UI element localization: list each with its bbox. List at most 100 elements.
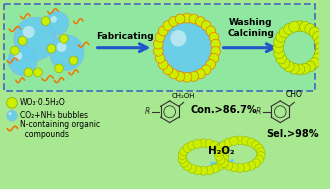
Circle shape — [279, 27, 290, 38]
Text: R: R — [145, 107, 150, 116]
Circle shape — [309, 27, 320, 38]
Circle shape — [50, 35, 84, 70]
Circle shape — [215, 144, 224, 153]
Circle shape — [155, 32, 165, 42]
Circle shape — [236, 136, 244, 145]
Circle shape — [218, 158, 227, 167]
Circle shape — [187, 141, 196, 150]
Circle shape — [196, 69, 205, 79]
Circle shape — [193, 139, 202, 148]
Circle shape — [183, 144, 192, 153]
FancyBboxPatch shape — [4, 4, 315, 91]
Circle shape — [279, 58, 290, 68]
Circle shape — [193, 166, 202, 175]
Circle shape — [255, 155, 263, 164]
Circle shape — [196, 17, 205, 26]
Circle shape — [205, 139, 214, 148]
Circle shape — [220, 155, 229, 163]
Circle shape — [182, 13, 192, 23]
Circle shape — [60, 34, 68, 43]
Circle shape — [300, 63, 310, 74]
Circle shape — [276, 31, 286, 42]
Circle shape — [247, 138, 256, 147]
Circle shape — [7, 110, 17, 121]
Text: CHO: CHO — [286, 90, 303, 99]
Circle shape — [216, 155, 225, 164]
Text: CO₂+NH₃ bubbles: CO₂+NH₃ bubbles — [20, 111, 88, 120]
Circle shape — [24, 68, 33, 77]
Circle shape — [183, 162, 192, 170]
Circle shape — [182, 72, 192, 82]
Circle shape — [178, 151, 187, 160]
Circle shape — [242, 163, 250, 172]
Text: H₂O₂: H₂O₂ — [208, 146, 235, 156]
Circle shape — [158, 18, 216, 77]
Circle shape — [211, 141, 219, 150]
Circle shape — [236, 163, 244, 172]
Circle shape — [18, 36, 27, 45]
Circle shape — [187, 164, 196, 173]
Circle shape — [314, 37, 325, 47]
Circle shape — [211, 46, 220, 56]
Circle shape — [289, 21, 299, 32]
Circle shape — [46, 11, 69, 35]
Circle shape — [305, 23, 315, 34]
Text: WO₃·0.5H₂O: WO₃·0.5H₂O — [20, 98, 65, 107]
Circle shape — [216, 144, 225, 153]
Circle shape — [201, 65, 211, 75]
Circle shape — [34, 68, 42, 77]
Circle shape — [55, 64, 63, 73]
Text: Sel.>98%: Sel.>98% — [266, 129, 318, 139]
Circle shape — [163, 65, 173, 75]
Circle shape — [178, 155, 187, 163]
Circle shape — [158, 26, 168, 36]
Text: N-containing organic
  compounds: N-containing organic compounds — [20, 120, 100, 139]
Circle shape — [294, 64, 305, 75]
Circle shape — [251, 141, 260, 149]
Circle shape — [175, 71, 185, 81]
Circle shape — [163, 21, 173, 30]
Circle shape — [23, 26, 35, 38]
Circle shape — [47, 44, 56, 53]
Circle shape — [220, 151, 229, 160]
Circle shape — [11, 46, 19, 55]
Circle shape — [50, 16, 57, 23]
Circle shape — [256, 148, 265, 156]
Circle shape — [273, 42, 284, 53]
Circle shape — [169, 17, 179, 26]
Text: Washing
Calcining: Washing Calcining — [227, 19, 274, 38]
Circle shape — [153, 46, 163, 56]
Circle shape — [315, 42, 326, 53]
Circle shape — [180, 147, 188, 156]
Text: R: R — [256, 107, 261, 116]
Text: -: - — [257, 107, 260, 116]
Circle shape — [170, 30, 186, 46]
Circle shape — [211, 39, 220, 49]
Circle shape — [169, 69, 179, 79]
Circle shape — [14, 52, 22, 60]
Circle shape — [224, 138, 233, 147]
Circle shape — [201, 21, 211, 30]
Circle shape — [214, 152, 223, 160]
Circle shape — [289, 63, 299, 74]
Circle shape — [189, 71, 199, 81]
Circle shape — [209, 32, 219, 42]
Circle shape — [219, 159, 228, 168]
Circle shape — [41, 17, 50, 26]
Circle shape — [211, 164, 219, 173]
Text: Con.>86.7%: Con.>86.7% — [191, 105, 257, 115]
Circle shape — [206, 60, 215, 69]
Circle shape — [256, 152, 265, 160]
Circle shape — [215, 162, 224, 170]
Circle shape — [274, 37, 284, 47]
Circle shape — [294, 21, 305, 31]
Circle shape — [242, 136, 250, 145]
Circle shape — [305, 61, 315, 72]
Circle shape — [7, 98, 17, 108]
Circle shape — [274, 48, 284, 59]
Circle shape — [255, 144, 263, 153]
Circle shape — [57, 42, 66, 52]
Circle shape — [199, 167, 208, 175]
Text: Fabricating: Fabricating — [96, 32, 153, 41]
Circle shape — [155, 53, 165, 63]
